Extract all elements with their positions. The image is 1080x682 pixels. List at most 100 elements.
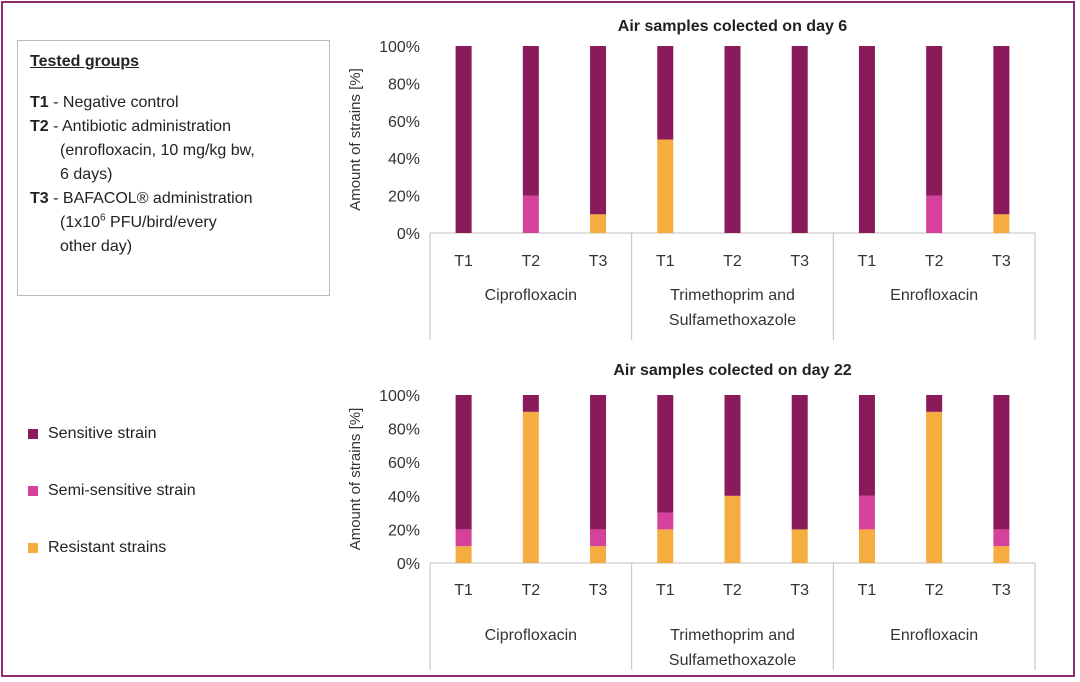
tested-groups-box: Tested groups T1 - Negative control T2 -…	[17, 40, 330, 296]
group-description-cont: (1x106 PFU/bird/every	[30, 211, 319, 235]
x-tick-label: T2	[925, 253, 944, 270]
bar-segment	[791, 46, 808, 233]
y-tick-label: 20%	[388, 189, 420, 206]
bar-segment	[590, 529, 607, 547]
x-tick-label: T3	[992, 253, 1011, 270]
group-label: Enrofloxacin	[890, 627, 978, 644]
x-tick-label: T3	[790, 253, 809, 270]
y-tick-label: 100%	[379, 388, 420, 405]
chart-title: Air samples colected on day 6	[618, 18, 848, 35]
x-tick-label: T2	[723, 582, 742, 599]
group-t2: T2 - Antibiotic administration (enroflox…	[30, 115, 319, 187]
y-tick-label: 0%	[397, 556, 420, 573]
y-axis-label: Amount of strains [%]	[347, 68, 364, 211]
legend-label: Sensitive strain	[48, 425, 157, 442]
group-label: Ciprofloxacin	[485, 627, 577, 644]
bar-segment	[791, 529, 808, 563]
dose-exponent: 6	[100, 212, 106, 224]
bar-segment	[590, 46, 607, 215]
bar-segment	[657, 395, 674, 513]
y-tick-label: 80%	[388, 422, 420, 439]
bar-segment	[993, 214, 1010, 233]
bar-segment	[926, 195, 943, 233]
bar-segment	[590, 546, 607, 563]
bar-segment	[724, 395, 741, 496]
bar-segment	[455, 46, 472, 233]
x-tick-label: T3	[589, 253, 608, 270]
legend-swatch	[28, 486, 38, 496]
x-tick-label: T1	[454, 582, 473, 599]
bar-segment	[522, 46, 539, 196]
x-tick-label: T1	[858, 253, 877, 270]
group-label: Trimethoprim and	[670, 287, 795, 304]
bar-segment	[858, 529, 875, 563]
bar-segment	[926, 46, 943, 196]
dose-suffix: PFU/bird/every	[105, 214, 217, 231]
bar-segment	[858, 46, 875, 233]
group-description: - Antibiotic administration	[48, 118, 231, 135]
bar-segment	[657, 512, 674, 530]
bar-segment	[858, 495, 875, 530]
y-tick-label: 40%	[388, 151, 420, 168]
bar-segment	[522, 411, 539, 563]
bar-segment	[455, 546, 472, 563]
bar-segment	[455, 395, 472, 530]
bar-segment	[590, 395, 607, 530]
bar-segment	[724, 495, 741, 563]
y-axis-label: Amount of strains [%]	[347, 408, 364, 551]
bar-segment	[993, 529, 1010, 547]
dose-prefix: (1x10	[60, 214, 101, 231]
y-tick-label: 60%	[388, 455, 420, 472]
y-tick-label: 0%	[397, 226, 420, 243]
group-description: - Negative control	[48, 94, 179, 111]
y-tick-label: 20%	[388, 522, 420, 539]
group-label: Sulfamethoxazole	[669, 312, 796, 329]
group-description-cont: 6 days)	[60, 166, 113, 183]
group-label: Enrofloxacin	[890, 287, 978, 304]
bar-segment	[993, 46, 1010, 215]
bar-segment	[455, 529, 472, 547]
x-tick-label: T3	[790, 582, 809, 599]
group-label: Trimethoprim and	[670, 627, 795, 644]
y-tick-label: 100%	[379, 39, 420, 56]
bar-segment	[993, 546, 1010, 563]
bar-segment	[993, 395, 1010, 530]
x-tick-label: T2	[925, 582, 944, 599]
x-tick-label: T1	[858, 582, 877, 599]
group-t3: T3 - BAFACOL® administration (1x106 PFU/…	[30, 187, 319, 259]
x-tick-label: T1	[656, 582, 675, 599]
bar-segment	[791, 395, 808, 530]
y-tick-label: 80%	[388, 76, 420, 93]
x-tick-label: T2	[521, 253, 540, 270]
legend-swatch	[28, 543, 38, 553]
x-tick-label: T3	[992, 582, 1011, 599]
y-tick-label: 40%	[388, 489, 420, 506]
group-t1: T1 - Negative control	[30, 91, 319, 115]
group-code: T1	[30, 94, 49, 111]
legend-label: Resistant strains	[48, 539, 167, 556]
bar-segment	[522, 395, 539, 412]
group-description: - BAFACOL® administration	[48, 190, 253, 207]
tested-groups-title: Tested groups	[30, 53, 140, 70]
y-tick-label: 60%	[388, 114, 420, 131]
group-description-cont: (enrofloxacin, 10 mg/kg bw,	[60, 142, 255, 159]
x-tick-label: T2	[723, 253, 742, 270]
group-label: Ciprofloxacin	[485, 287, 577, 304]
legend-label: Semi-sensitive strain	[48, 482, 196, 499]
x-tick-label: T1	[454, 253, 473, 270]
group-description-cont: other day)	[60, 238, 133, 255]
x-tick-label: T2	[521, 582, 540, 599]
bar-segment	[724, 46, 741, 233]
group-label: Sulfamethoxazole	[669, 652, 796, 669]
chart-title: Air samples colected on day 22	[613, 362, 851, 379]
x-tick-label: T3	[589, 582, 608, 599]
bar-segment	[926, 395, 943, 412]
group-code: T3	[30, 190, 49, 207]
group-code: T2	[30, 118, 49, 135]
bar-segment	[657, 139, 674, 233]
bar-segment	[657, 529, 674, 563]
bar-segment	[590, 214, 607, 233]
x-tick-label: T1	[656, 253, 675, 270]
bar-segment	[858, 395, 875, 496]
